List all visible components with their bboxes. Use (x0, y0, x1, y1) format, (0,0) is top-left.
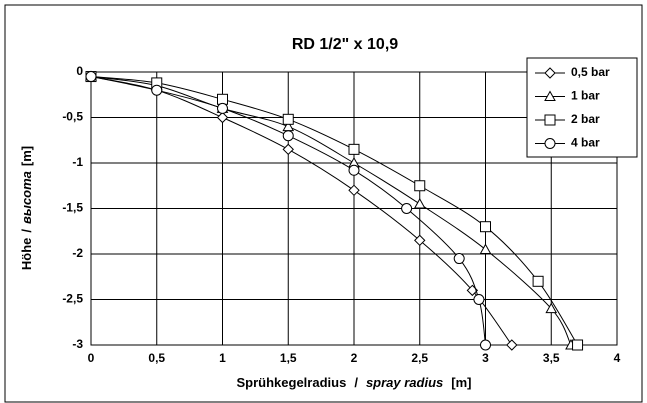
marker (473, 294, 485, 305)
marker (401, 203, 413, 214)
x-axis-label-part: Sprühkegelradius (237, 375, 347, 390)
x-tick-label: 1 (219, 351, 226, 365)
legend-label: 4 bar (571, 136, 600, 150)
x-tick-label: 2,5 (411, 351, 428, 365)
x-axis-label-part: spray radius (366, 375, 443, 390)
x-axis-label-part: [m] (451, 375, 471, 390)
y-tick-label: -0,5 (62, 110, 83, 124)
y-axis-label-part: / (19, 229, 34, 233)
marker (217, 102, 228, 114)
y-tick-label: -1 (72, 155, 83, 169)
marker (453, 253, 465, 265)
legend-label: 0,5 bar (571, 65, 610, 79)
x-tick-label: 3 (482, 351, 489, 365)
x-tick-label: 2 (351, 351, 358, 365)
y-tick-label: -3 (72, 337, 83, 351)
chart-title: RD 1/2" x 10,9 (292, 36, 398, 53)
marker (414, 180, 426, 192)
marker (480, 339, 491, 351)
y-tick-label: 0 (76, 64, 83, 78)
marker (282, 113, 294, 125)
legend-box (526, 57, 638, 158)
marker (413, 197, 426, 209)
marker (506, 339, 518, 351)
marker (282, 130, 294, 142)
legend-label: 1 bar (571, 89, 600, 103)
y-tick-label: -1,5 (62, 201, 83, 215)
x-tick-label: 3,5 (543, 351, 560, 365)
x-axis-label: Sprühkegelradius / spray radius [m] (237, 375, 472, 390)
marker (85, 71, 97, 83)
y-tick-label: -2 (72, 246, 83, 260)
legend-marker (544, 90, 556, 101)
marker (480, 221, 491, 233)
x-tick-label: 0,5 (148, 351, 165, 365)
marker (479, 243, 492, 254)
x-tick-label: 0 (88, 351, 95, 365)
marker (151, 84, 163, 96)
y-axis-label-part: высота (19, 171, 34, 224)
marker (348, 184, 360, 197)
marker (216, 111, 229, 124)
y-axis-label-part: Höhe (19, 238, 34, 271)
x-axis-label-part: / (354, 375, 358, 390)
marker (348, 143, 360, 155)
marker (545, 302, 558, 314)
legend-marker (544, 67, 556, 79)
marker (217, 93, 228, 105)
legend-marker (544, 138, 556, 149)
marker (532, 275, 544, 287)
x-tick-label: 4 (614, 351, 621, 365)
legend-marker (544, 114, 556, 126)
marker (572, 339, 584, 351)
x-tick-label: 1,5 (280, 351, 297, 365)
y-axis-label: Höhe / высота [m] (19, 146, 34, 270)
y-tick-label: -2,5 (62, 292, 83, 306)
legend-label: 2 bar (571, 112, 600, 126)
marker (414, 234, 426, 247)
marker (348, 164, 360, 176)
series-line (90, 76, 513, 346)
marker (282, 143, 294, 156)
y-axis-label-part: [m] (19, 146, 34, 166)
